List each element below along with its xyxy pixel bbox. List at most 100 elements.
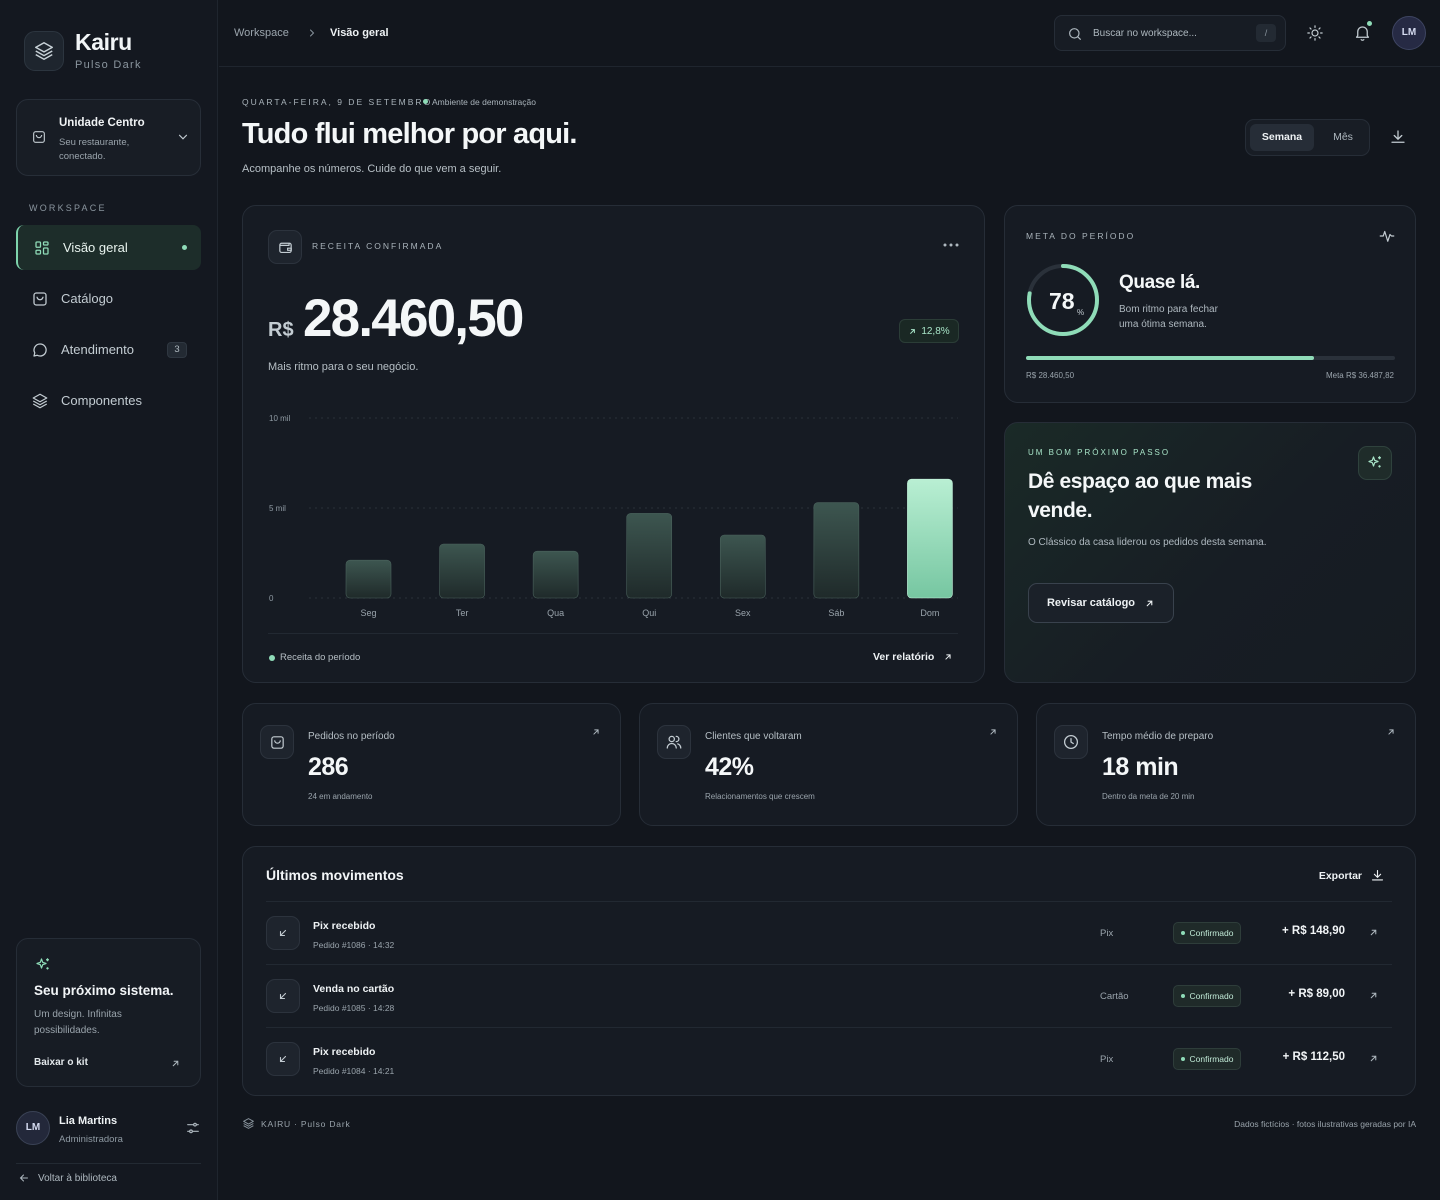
- movements-card: Últimos movimentos Exportar Pix recebido…: [242, 846, 1416, 1096]
- period-week-button[interactable]: Semana: [1250, 124, 1314, 151]
- bag-icon: [30, 289, 50, 309]
- currency-symbol: R$: [268, 319, 294, 341]
- sidebar-item-catalogo[interactable]: Catálogo: [16, 276, 201, 321]
- promo-title: Seu próximo sistema.: [34, 983, 174, 998]
- goal-progress-fill: [1026, 356, 1314, 360]
- export-button[interactable]: Exportar: [1319, 868, 1385, 883]
- chevron-down-icon: [176, 130, 190, 144]
- movement-name: Pix recebido: [313, 1046, 376, 1058]
- chat-icon: [30, 340, 50, 360]
- movement-amount: + R$ 112,50: [1282, 1051, 1345, 1063]
- x-tick-label: Seg: [360, 608, 376, 618]
- view-report-link[interactable]: Ver relatório: [873, 651, 953, 663]
- revenue-bar-chart: 10 mil 5 mil 0 Seg Ter Qua Qui Sex Sáb Dom: [269, 414, 958, 618]
- status-dot: [423, 99, 428, 104]
- kpi-card-prep-time[interactable]: Tempo médio de preparo 18 min Dentro da …: [1036, 703, 1416, 826]
- sidebar-item-componentes[interactable]: Componentes: [16, 378, 201, 423]
- revenue-card: RECEITA CONFIRMADA R$ 28.460,50 12,8% Ma…: [242, 205, 985, 683]
- kpi-value: 286: [308, 753, 349, 781]
- brand-subtitle: Pulso Dark: [75, 59, 142, 71]
- legend-label: Receita do período: [280, 652, 361, 663]
- bar: [345, 559, 392, 599]
- revenue-label: RECEITA CONFIRMADA: [312, 241, 444, 251]
- user-name: Lia Martins: [59, 1115, 118, 1127]
- back-label: Voltar à biblioteca: [38, 1172, 117, 1184]
- bar: [813, 502, 860, 599]
- brand[interactable]: Kairu Pulso Dark: [24, 30, 142, 71]
- status-badge: Confirmado: [1173, 1048, 1241, 1070]
- date-label: QUARTA-FEIRA, 9 DE SETEMBRO: [242, 97, 433, 107]
- movement-meta: Pedido #1085 · 14:28: [313, 1003, 395, 1013]
- download-kit-link[interactable]: Baixar o kit: [34, 1057, 88, 1068]
- page-subtitle: Acompanhe os números. Cuide do que vem a…: [242, 163, 502, 175]
- next-step-title: Dê espaço ao que mais vende.: [1028, 470, 1252, 522]
- kpi-card-returning-clients[interactable]: Clientes que voltaram 42% Relacionamento…: [639, 703, 1018, 826]
- footer-brand: KAIRU · Pulso Dark: [261, 1119, 351, 1129]
- table-row[interactable]: Venda no cartão Pedido #1085 · 14:28 Car…: [266, 965, 1392, 1028]
- kpi-label: Tempo médio de preparo: [1102, 731, 1214, 742]
- kpi-label: Pedidos no período: [308, 731, 395, 742]
- sparkles-icon: [34, 956, 52, 974]
- footer-note: Dados fictícios · fotos ilustrativas ger…: [1234, 1119, 1416, 1129]
- sidebar-item-label: Visão geral: [63, 240, 128, 255]
- arrow-up-right-icon[interactable]: [1368, 1053, 1379, 1064]
- sun-icon[interactable]: [1306, 24, 1324, 42]
- movement-amount: + R$ 148,90: [1282, 925, 1345, 937]
- user-role: Administradora: [59, 1134, 123, 1145]
- goal-title: Quase lá.: [1119, 272, 1200, 293]
- kpi-card-orders[interactable]: Pedidos no período 286 24 em andamento: [242, 703, 621, 826]
- arrow-up-right-icon[interactable]: [1386, 727, 1396, 737]
- arrow-down-left-icon: [266, 979, 300, 1013]
- search-placeholder: Buscar no workspace...: [1093, 28, 1197, 39]
- table-row[interactable]: Pix recebido Pedido #1086 · 14:32 Pix Co…: [266, 902, 1392, 965]
- movement-name: Pix recebido: [313, 920, 376, 932]
- activity-icon[interactable]: [1378, 227, 1396, 245]
- arrow-up-right-icon[interactable]: [988, 727, 998, 737]
- bar: [719, 534, 766, 599]
- review-catalog-button[interactable]: Revisar catálogo: [1028, 583, 1174, 623]
- unit-selector[interactable]: Unidade Centro Seu restaurante, conectad…: [16, 99, 201, 176]
- divider: [268, 633, 958, 634]
- breadcrumb-workspace[interactable]: Workspace: [234, 27, 289, 39]
- kpi-subtitle: Relacionamentos que crescem: [705, 792, 815, 801]
- arrow-up-right-icon[interactable]: [1368, 990, 1379, 1001]
- sparkles-icon[interactable]: [1358, 446, 1392, 480]
- bag-icon: [260, 725, 294, 759]
- goal-label: META DO PERÍODO: [1026, 231, 1136, 241]
- arrow-up-right-icon[interactable]: [170, 1058, 181, 1069]
- sidebar-item-visao-geral[interactable]: Visão geral: [16, 225, 201, 270]
- y-tick-label: 10 mil: [269, 414, 291, 423]
- period-month-button[interactable]: Mês: [1333, 131, 1353, 143]
- more-icon[interactable]: [943, 242, 959, 248]
- period-toggle: Semana Mês: [1245, 119, 1370, 156]
- sidebar-item-atendimento[interactable]: Atendimento 3: [16, 327, 201, 372]
- export-label: Exportar: [1318, 869, 1362, 882]
- divider: [266, 901, 1392, 902]
- arrow-up-right-icon[interactable]: [591, 727, 601, 737]
- kpi-subtitle: 24 em andamento: [308, 792, 373, 801]
- avatar[interactable]: LM: [1392, 16, 1426, 50]
- nav-section-label: WORKSPACE: [29, 203, 107, 213]
- legend-swatch: [269, 655, 275, 661]
- kpi-value: 18 min: [1102, 753, 1179, 781]
- settings-sliders-icon[interactable]: [185, 1120, 201, 1136]
- back-to-library-link[interactable]: Voltar à biblioteca: [18, 1172, 117, 1184]
- status-badge: Confirmado: [1173, 985, 1241, 1007]
- wallet-icon: [268, 230, 302, 264]
- avatar[interactable]: LM: [16, 1111, 50, 1145]
- x-tick-label: Sex: [735, 608, 751, 618]
- download-icon[interactable]: [1389, 128, 1407, 146]
- view-report-label: Ver relatório: [873, 651, 935, 663]
- search-shortcut: /: [1256, 24, 1276, 42]
- goal-target: Meta R$ 36.487,82: [1325, 371, 1394, 380]
- arrow-up-right-icon[interactable]: [1368, 927, 1379, 938]
- search-input[interactable]: Buscar no workspace... /: [1054, 15, 1286, 51]
- x-tick-label: Qui: [642, 608, 656, 618]
- environment-label: Ambiente de demonstração: [432, 97, 536, 107]
- table-row[interactable]: Pix recebido Pedido #1084 · 14:21 Pix Co…: [266, 1028, 1392, 1091]
- goal-progress-arc: [1027, 264, 1099, 336]
- kpi-value: 42%: [705, 753, 754, 781]
- bell-icon[interactable]: [1353, 23, 1372, 42]
- movement-meta: Pedido #1086 · 14:32: [313, 940, 395, 950]
- status-badge: Confirmado: [1173, 922, 1241, 944]
